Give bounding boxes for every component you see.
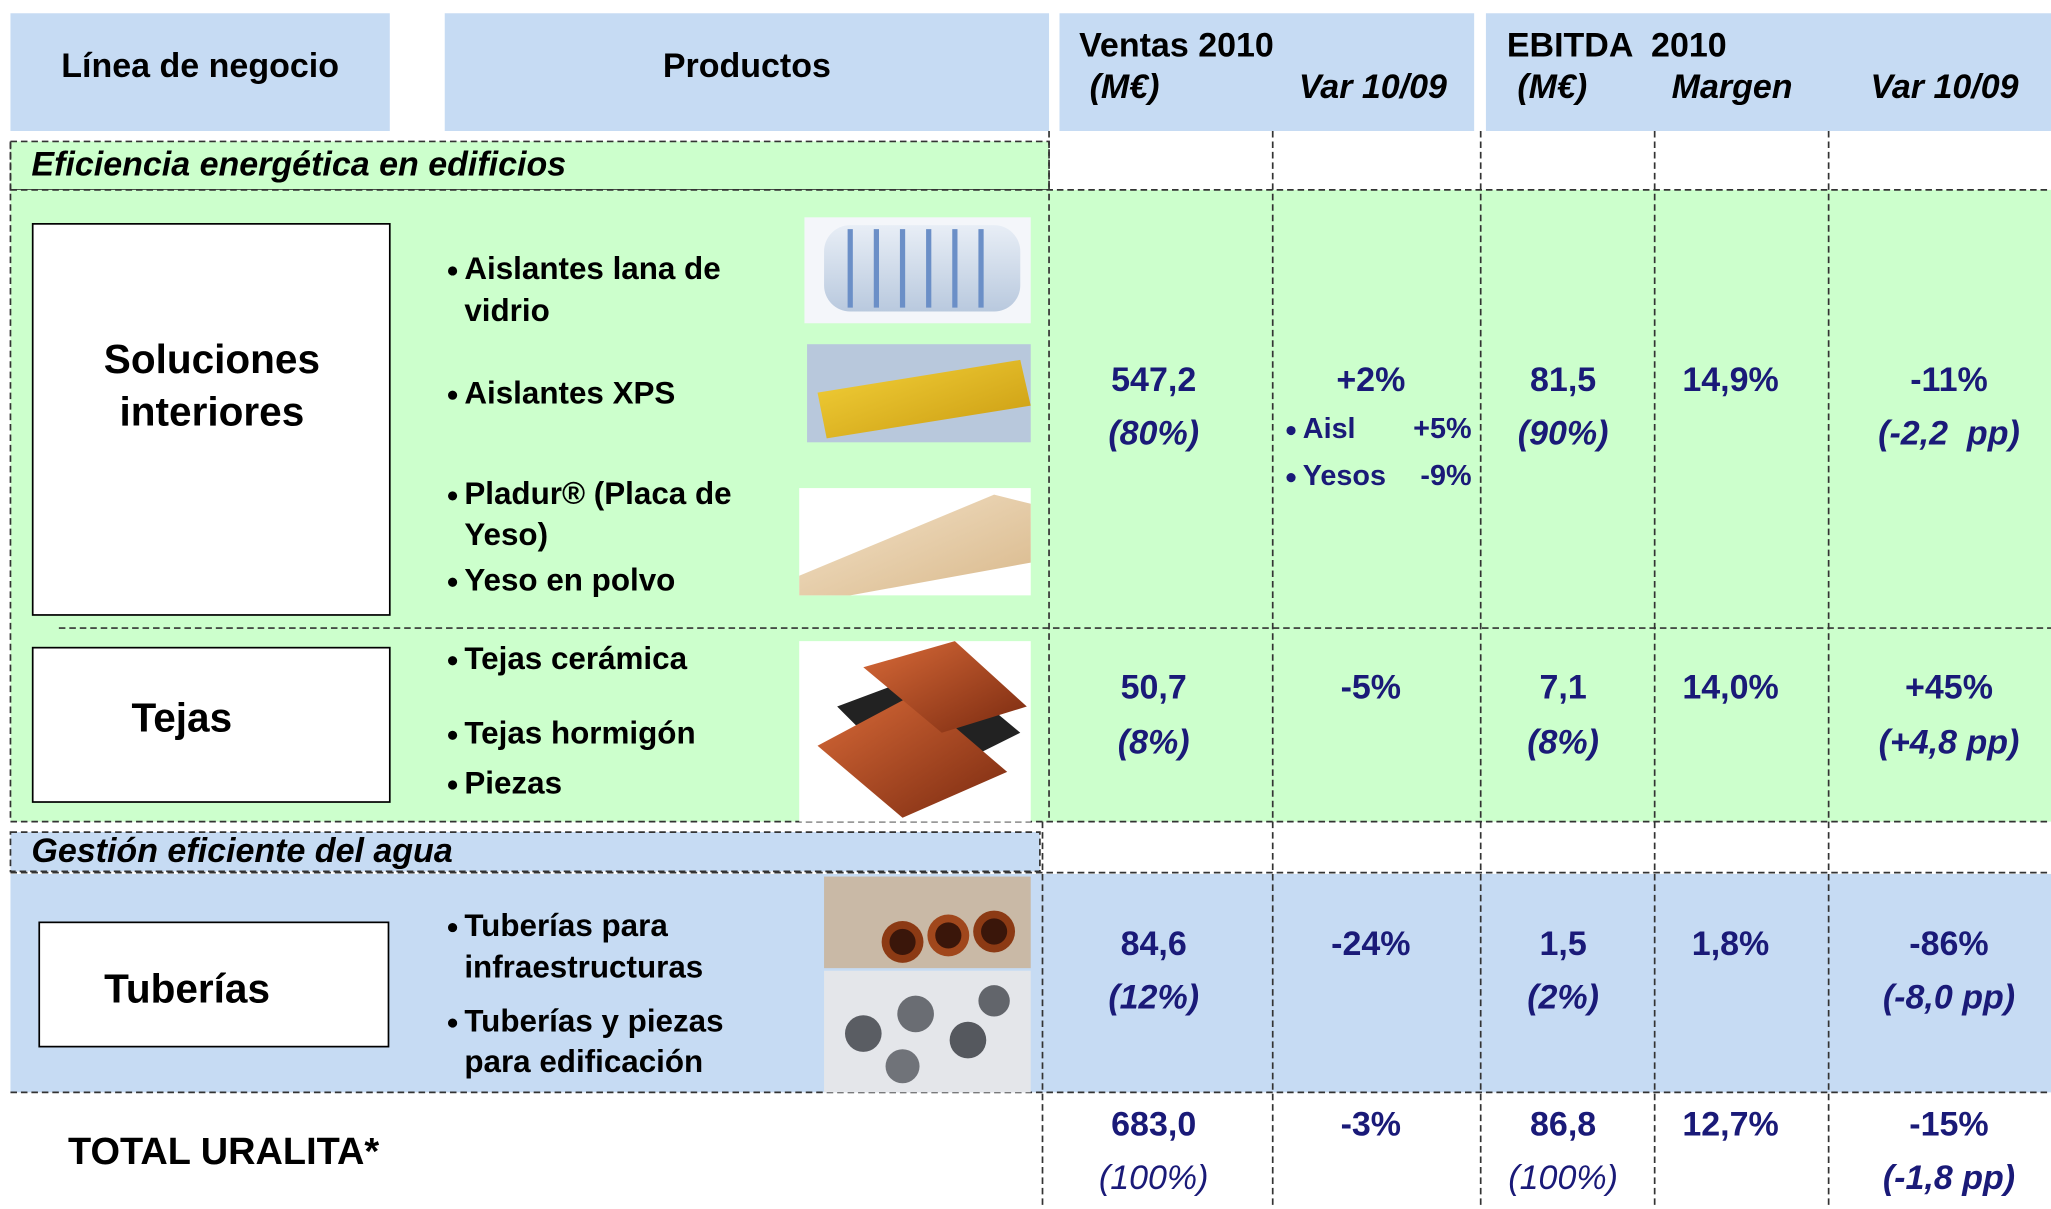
detail-value: -9% (1420, 460, 1471, 492)
bullet (448, 577, 458, 587)
product: para edificación (464, 1044, 703, 1079)
ebitda-var-pp: (-2,2 pp) (1878, 415, 2020, 453)
sales: 50,7 (1121, 669, 1187, 707)
header: (M€) (1090, 68, 1160, 106)
product: Yeso) (464, 517, 548, 552)
ebitda-var: +45% (1905, 669, 1993, 707)
product: Pladur® (Placa de (464, 476, 731, 511)
header-cell (10, 13, 390, 131)
product: infraestructuras (464, 950, 703, 985)
line-of-business: Tuberías (104, 965, 270, 1011)
bullet (448, 266, 458, 276)
product: Aislantes XPS (464, 376, 675, 411)
detail-value: +5% (1413, 413, 1471, 445)
product: Yeso en polvo (464, 563, 675, 598)
header: Var 10/09 (1299, 68, 1447, 106)
header: Ventas 2010 (1079, 26, 1274, 64)
bullet (448, 780, 458, 790)
header: Var 10/09 (1870, 68, 2018, 106)
ebitda-share: (8%) (1527, 723, 1599, 761)
sales-var: -3% (1341, 1105, 1401, 1143)
section-band (9, 140, 1050, 191)
product-photo (807, 344, 1031, 443)
ebitda-var-pp: (-8,0 pp) (1883, 979, 2015, 1017)
sales-var: -5% (1341, 669, 1401, 707)
bullet (1286, 473, 1296, 483)
sales-share: (12%) (1108, 979, 1199, 1017)
sales-var: -24% (1331, 925, 1410, 963)
sales-var: +2% (1336, 361, 1405, 399)
header: Productos (663, 47, 831, 85)
ebitda: 86,8 (1530, 1105, 1596, 1143)
product: Piezas (464, 765, 562, 800)
detail-label: Yesos (1303, 460, 1386, 492)
header-cell (1485, 13, 2051, 131)
detail-label: Aisl (1303, 413, 1356, 445)
ebitda-var-pp: (-1,8 pp) (1883, 1159, 2015, 1197)
sales-share: (100%) (1099, 1159, 1209, 1197)
bullet (448, 656, 458, 666)
bullet (1286, 425, 1296, 436)
header: Línea de negocio (61, 47, 339, 85)
header: EBITDA 2010 (1507, 26, 1727, 64)
bullet (448, 491, 458, 501)
product-photo (824, 876, 1031, 969)
product-photo (799, 641, 1031, 822)
header: Margen (1672, 68, 1793, 106)
sales: 547,2 (1111, 361, 1196, 399)
product: Tuberías y piezas (464, 1003, 723, 1038)
sales-share: (8%) (1118, 723, 1190, 761)
product-photo (824, 970, 1031, 1093)
line-of-business: Tejas (131, 695, 232, 741)
ebitda-var: -86% (1909, 925, 1988, 963)
product: vidrio (464, 293, 549, 328)
bullet (448, 1018, 458, 1028)
ebitda-var: -15% (1909, 1105, 1988, 1143)
product-photo (799, 488, 1031, 596)
product: Aislantes lana de (464, 251, 720, 286)
sales-share: (80%) (1108, 415, 1199, 453)
line-box (31, 646, 391, 803)
margin: 14,0% (1682, 669, 1778, 707)
ebitda-share: (2%) (1527, 979, 1599, 1017)
margin: 1,8% (1692, 925, 1770, 963)
ebitda-var: -11% (1910, 361, 1988, 399)
ebitda-share: (90%) (1518, 415, 1609, 453)
margin: 12,7% (1682, 1105, 1778, 1143)
ebitda: 7,1 (1539, 669, 1586, 707)
bullet (448, 730, 458, 740)
line-of-business: Soluciones (104, 336, 320, 382)
section-title: Eficiencia energética en edificios (31, 145, 566, 183)
line-box (31, 223, 391, 616)
bullet (448, 923, 458, 933)
ebitda-var-pp: (+4,8 pp) (1879, 723, 2020, 761)
sales: 683,0 (1111, 1105, 1196, 1143)
product: Tuberías para (464, 908, 668, 943)
section-band (9, 831, 1041, 873)
header-cell (1059, 13, 1475, 131)
total-label: TOTAL URALITA* (68, 1131, 379, 1173)
product: Tejas cerámica (464, 641, 687, 676)
sales: 84,6 (1121, 925, 1187, 963)
product-photo (804, 217, 1031, 324)
product: Tejas hormigón (464, 716, 695, 751)
line-of-business: interiores (120, 389, 305, 435)
header: (M€) (1517, 68, 1587, 106)
section-title: Gestión eficiente del agua (31, 832, 452, 870)
margin: 14,9% (1682, 361, 1778, 399)
ebitda: 81,5 (1530, 361, 1596, 399)
ebitda: 1,5 (1539, 925, 1586, 963)
bullet (448, 390, 458, 400)
line-box (38, 921, 390, 1048)
ebitda-share: (100%) (1508, 1159, 1618, 1197)
header-cell (444, 13, 1050, 131)
